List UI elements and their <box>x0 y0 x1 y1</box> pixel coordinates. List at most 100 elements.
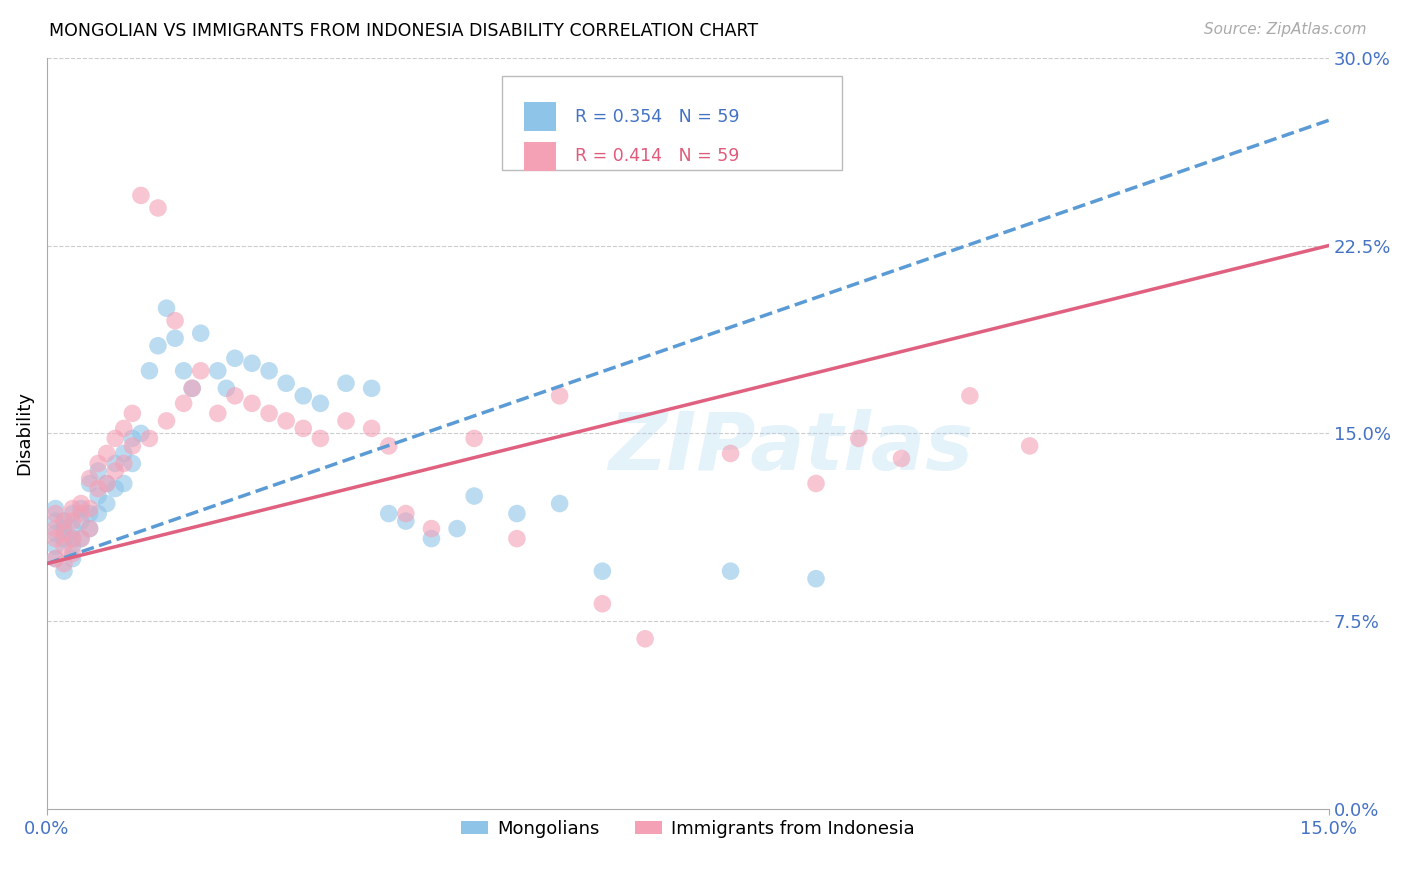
Point <box>292 421 315 435</box>
Point <box>292 389 315 403</box>
Point <box>377 507 399 521</box>
Point <box>87 457 110 471</box>
Point <box>155 414 177 428</box>
Point <box>79 476 101 491</box>
Point <box>215 381 238 395</box>
Point <box>104 482 127 496</box>
Point <box>138 364 160 378</box>
Point <box>155 301 177 315</box>
Text: MONGOLIAN VS IMMIGRANTS FROM INDONESIA DISABILITY CORRELATION CHART: MONGOLIAN VS IMMIGRANTS FROM INDONESIA D… <box>49 22 758 40</box>
Point <box>70 532 93 546</box>
Point <box>121 457 143 471</box>
Point <box>96 446 118 460</box>
Point <box>207 406 229 420</box>
Point <box>104 457 127 471</box>
Point <box>79 522 101 536</box>
Point <box>62 522 84 536</box>
Point <box>548 389 571 403</box>
Point <box>138 432 160 446</box>
Point <box>240 356 263 370</box>
Point <box>309 432 332 446</box>
Point <box>181 381 204 395</box>
Point <box>377 439 399 453</box>
Text: R = 0.354   N = 59: R = 0.354 N = 59 <box>575 108 740 126</box>
Bar <box>524 103 555 131</box>
Point <box>53 526 76 541</box>
Legend: Mongolians, Immigrants from Indonesia: Mongolians, Immigrants from Indonesia <box>454 813 922 846</box>
Point <box>104 432 127 446</box>
Point <box>276 376 298 391</box>
Point <box>395 514 418 528</box>
Point <box>62 532 84 546</box>
Point <box>87 489 110 503</box>
Point <box>506 532 529 546</box>
Point <box>121 439 143 453</box>
Point <box>112 446 135 460</box>
Point <box>1018 439 1040 453</box>
Point <box>591 564 613 578</box>
FancyBboxPatch shape <box>502 77 842 170</box>
Point <box>44 526 66 541</box>
Point <box>720 446 742 460</box>
Point <box>129 188 152 202</box>
Point <box>165 314 187 328</box>
Point <box>104 464 127 478</box>
Point <box>890 451 912 466</box>
Point <box>53 514 76 528</box>
Point <box>309 396 332 410</box>
Point <box>62 501 84 516</box>
Bar <box>524 142 555 170</box>
Point <box>62 514 84 528</box>
Point <box>96 497 118 511</box>
Point <box>121 406 143 420</box>
Point <box>146 339 169 353</box>
Point <box>44 539 66 553</box>
Point <box>53 514 76 528</box>
Point <box>70 507 93 521</box>
Point <box>87 464 110 478</box>
Point <box>53 557 76 571</box>
Point <box>463 489 485 503</box>
Point <box>96 476 118 491</box>
Text: R = 0.414   N = 59: R = 0.414 N = 59 <box>575 147 740 165</box>
Point <box>79 501 101 516</box>
Point <box>257 364 280 378</box>
Point <box>276 414 298 428</box>
Point <box>62 551 84 566</box>
Point <box>146 201 169 215</box>
Point <box>446 522 468 536</box>
Point <box>79 507 101 521</box>
Point <box>224 351 246 366</box>
Point <box>804 476 827 491</box>
Point <box>70 501 93 516</box>
Point <box>335 414 357 428</box>
Point <box>207 364 229 378</box>
Point <box>548 497 571 511</box>
Point <box>96 476 118 491</box>
Point <box>62 547 84 561</box>
Y-axis label: Disability: Disability <box>15 392 32 475</box>
Point <box>463 432 485 446</box>
Point <box>720 564 742 578</box>
Point <box>190 364 212 378</box>
Point <box>87 507 110 521</box>
Point <box>804 572 827 586</box>
Point <box>112 421 135 435</box>
Point <box>335 376 357 391</box>
Point <box>257 406 280 420</box>
Point <box>53 522 76 536</box>
Point <box>173 364 195 378</box>
Point <box>62 507 84 521</box>
Text: ZIPatlas: ZIPatlas <box>607 409 973 487</box>
Point <box>70 514 93 528</box>
Point <box>420 532 443 546</box>
Point <box>506 507 529 521</box>
Point <box>62 532 84 546</box>
Point <box>70 497 93 511</box>
Point <box>591 597 613 611</box>
Point <box>121 432 143 446</box>
Point <box>634 632 657 646</box>
Point <box>240 396 263 410</box>
Point <box>44 551 66 566</box>
Point <box>87 482 110 496</box>
